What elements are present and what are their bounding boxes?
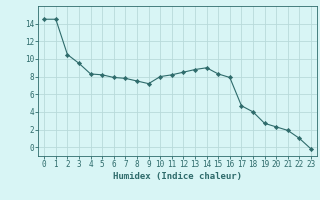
X-axis label: Humidex (Indice chaleur): Humidex (Indice chaleur) (113, 172, 242, 181)
